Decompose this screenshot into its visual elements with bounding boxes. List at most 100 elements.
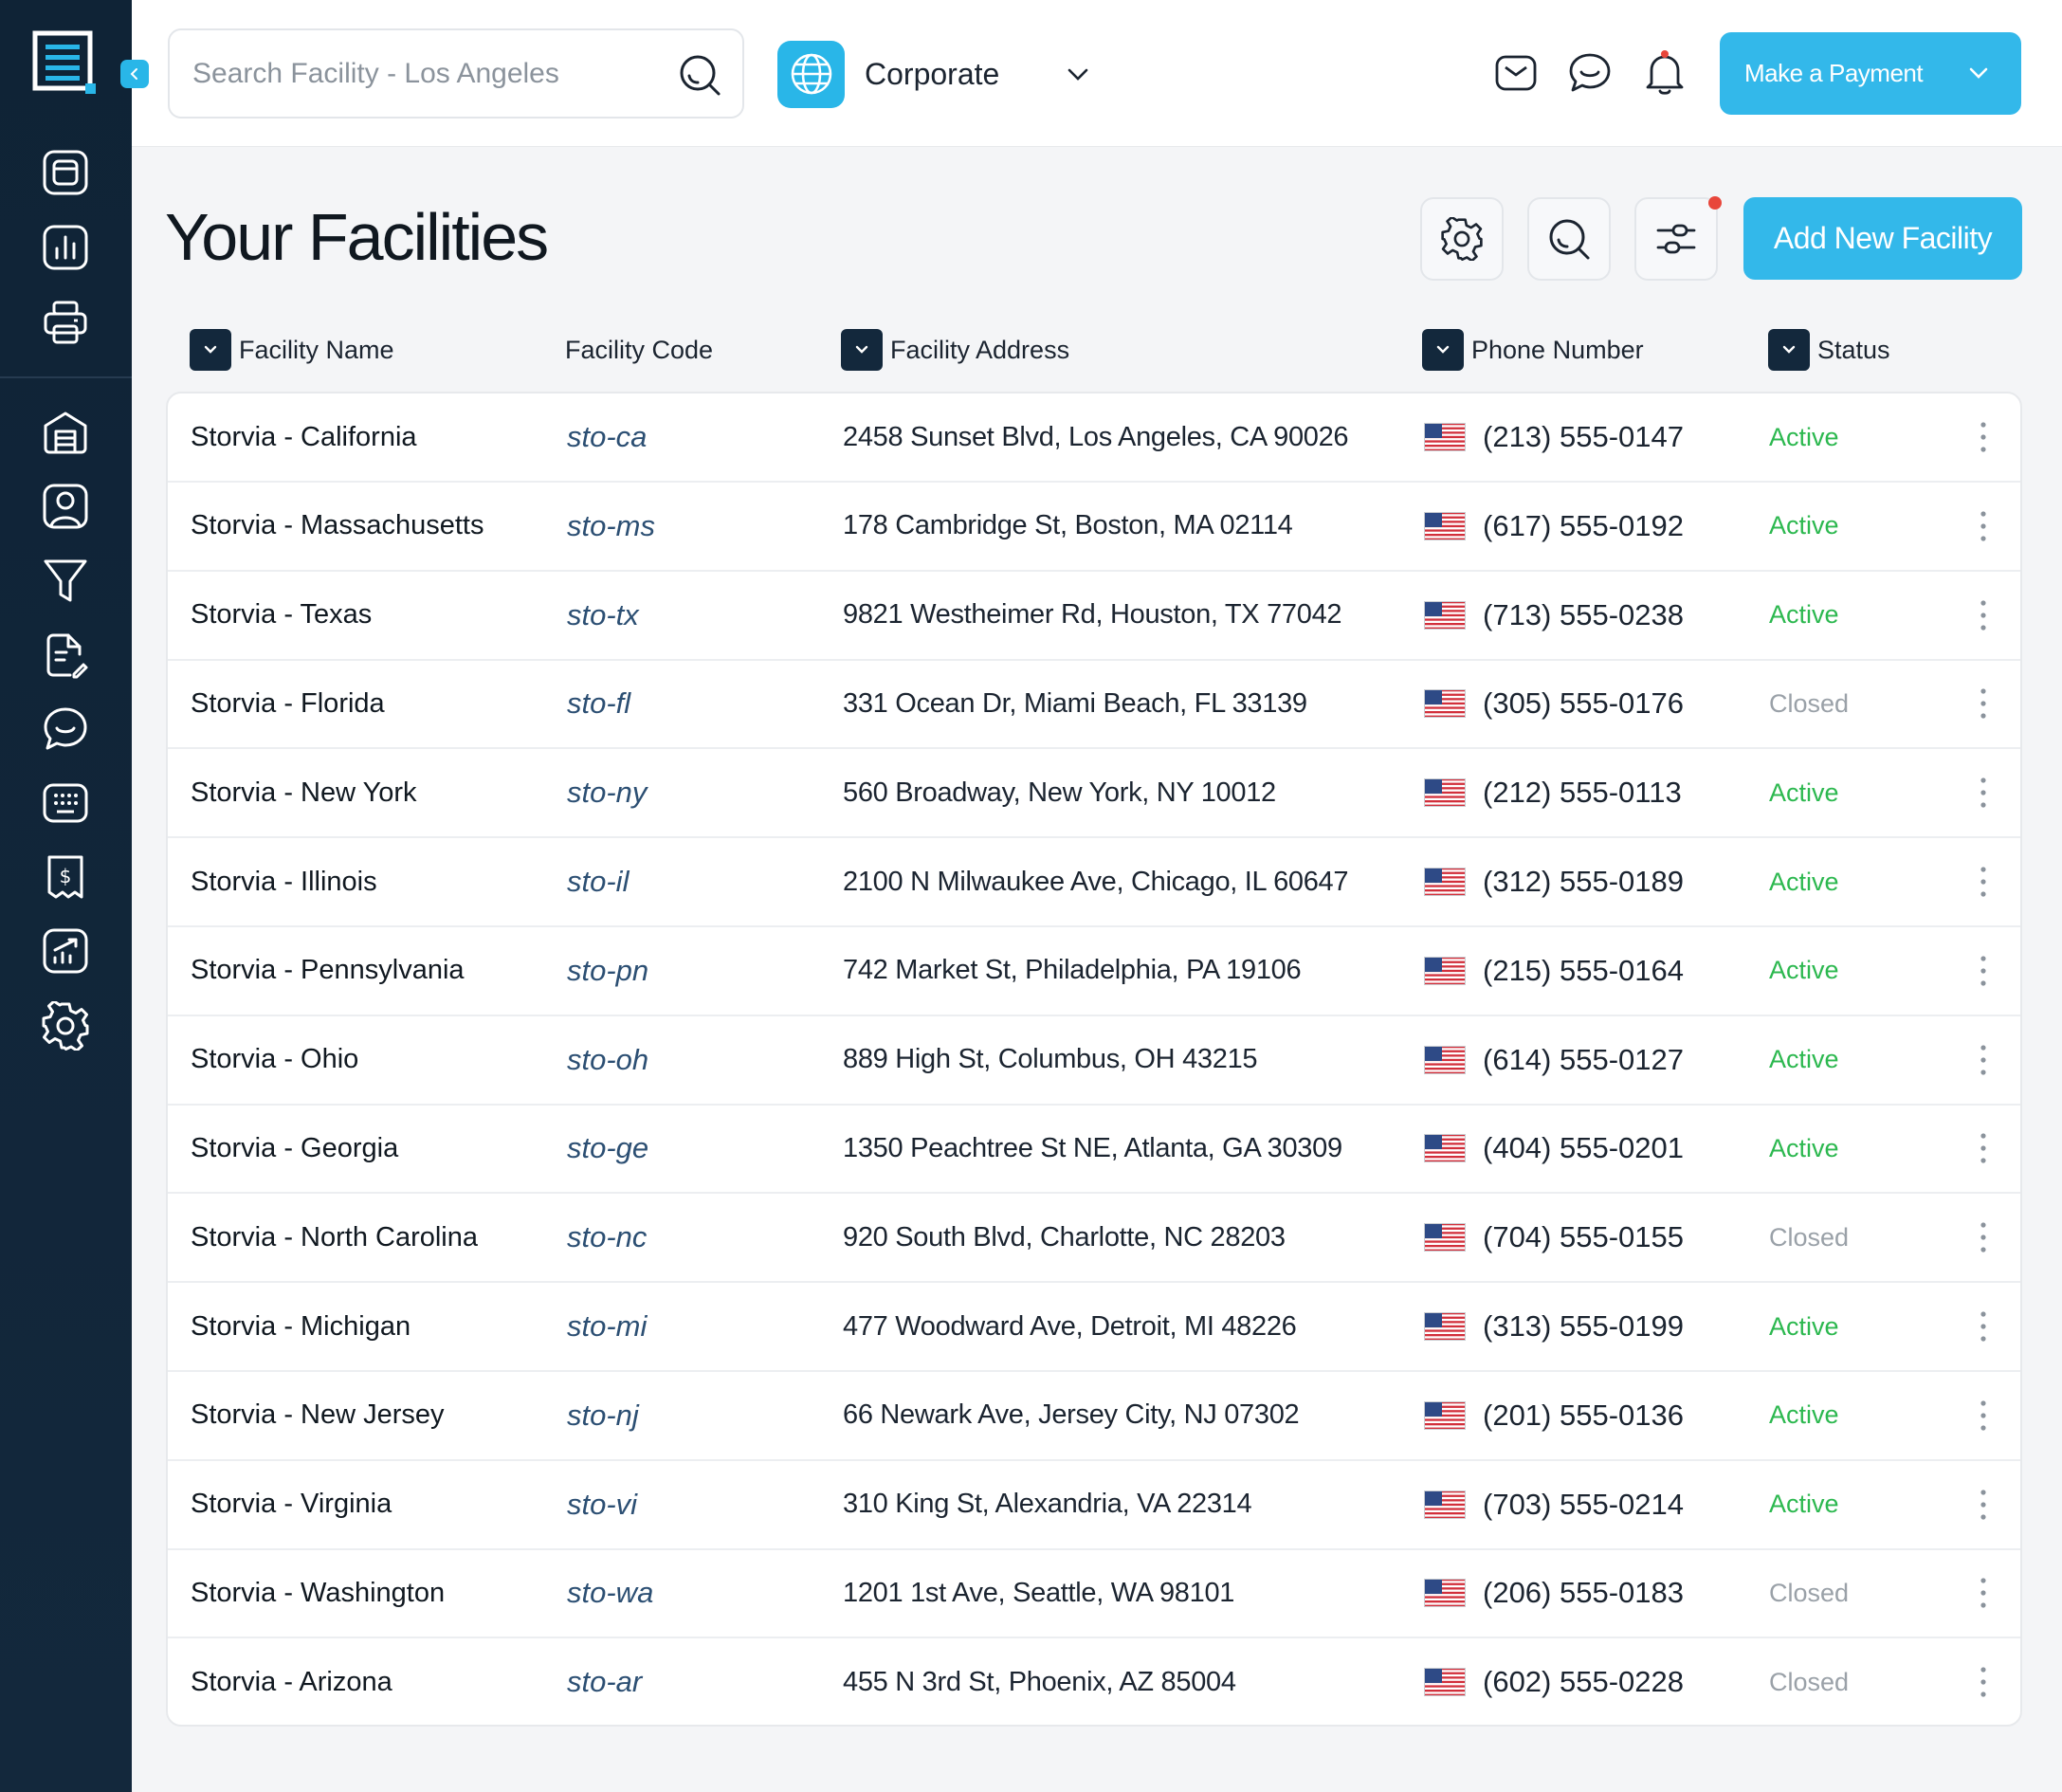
table-row[interactable]: Storvia - California sto-ca 2458 Sunset … (168, 393, 2020, 483)
table-row[interactable]: Storvia - North Carolina sto-nc 920 Sout… (168, 1194, 2020, 1284)
globe-icon (777, 40, 845, 108)
more-options-icon[interactable] (1969, 1549, 1998, 1637)
column-header-phone-number[interactable]: Phone Number (1422, 329, 1644, 371)
sliders-icon (1656, 224, 1696, 254)
chat-icon[interactable] (38, 702, 93, 757)
keypad-icon[interactable] (38, 776, 93, 831)
sort-chevron-icon[interactable] (1768, 329, 1810, 371)
column-header-status[interactable]: Status (1768, 329, 1890, 371)
column-header-label: Facility Name (239, 335, 394, 364)
table-settings-button[interactable] (1420, 197, 1504, 281)
table-row[interactable]: Storvia - Illinois sto-il 2100 N Milwauk… (168, 838, 2020, 927)
facility-name[interactable]: Storvia - North Carolina (191, 1221, 478, 1253)
table-row[interactable]: Storvia - Washington sto-wa 1201 1st Ave… (168, 1549, 2020, 1639)
mail-icon[interactable] (1492, 49, 1540, 97)
us-flag-icon (1424, 1105, 1468, 1192)
status-label: Active (1769, 1133, 1839, 1162)
status-label: Active (1769, 956, 1839, 985)
analytics-icon[interactable] (38, 923, 93, 978)
more-options-icon[interactable] (1969, 927, 1998, 1015)
table-row[interactable]: Storvia - Florida sto-fl 331 Ocean Dr, M… (168, 660, 2020, 750)
more-options-icon[interactable] (1969, 572, 1998, 659)
search-icon[interactable] (678, 53, 721, 97)
add-new-facility-button[interactable]: Add New Facility (1743, 197, 2022, 280)
messages-icon[interactable] (1566, 49, 1614, 97)
facility-name[interactable]: Storvia - Illinois (191, 866, 377, 897)
table-row[interactable]: Storvia - Michigan sto-mi 477 Woodward A… (168, 1283, 2020, 1372)
settings-icon[interactable] (38, 998, 93, 1053)
more-options-icon[interactable] (1969, 749, 1998, 836)
more-options-icon[interactable] (1969, 1016, 1998, 1104)
facility-name[interactable]: Storvia - California (191, 421, 417, 452)
app-logo-icon[interactable] (32, 30, 99, 97)
sort-chevron-icon[interactable] (1422, 329, 1464, 371)
more-options-icon[interactable] (1969, 1461, 1998, 1548)
svg-text:$: $ (60, 865, 72, 887)
more-options-icon[interactable] (1969, 838, 1998, 925)
dashboard-icon[interactable] (38, 145, 93, 200)
printer-icon[interactable] (38, 295, 93, 350)
table-row[interactable]: Storvia - Massachusetts sto-ms 178 Cambr… (168, 483, 2020, 572)
facility-name[interactable]: Storvia - Ohio (191, 1044, 359, 1075)
facilities-table: Storvia - California sto-ca 2458 Sunset … (166, 392, 2022, 1727)
more-options-icon[interactable] (1969, 393, 1998, 481)
us-flag-icon (1424, 483, 1468, 570)
table-row[interactable]: Storvia - Virginia sto-vi 310 King St, A… (168, 1461, 2020, 1550)
billing-icon[interactable]: $ (38, 850, 93, 905)
table-filter-button[interactable] (1634, 197, 1718, 281)
more-options-icon[interactable] (1969, 1105, 1998, 1192)
more-options-icon[interactable] (1969, 483, 1998, 570)
facility-name[interactable]: Storvia - New Jersey (191, 1399, 445, 1431)
bar-chart-icon[interactable] (38, 220, 93, 275)
table-row[interactable]: Storvia - Pennsylvania sto-pn 742 Market… (168, 927, 2020, 1016)
filter-icon[interactable] (38, 553, 93, 608)
facility-name[interactable]: Storvia - Massachusetts (191, 510, 484, 541)
facility-name[interactable]: Storvia - Michigan (191, 1310, 411, 1342)
facility-address: 920 South Blvd, Charlotte, NC 28203 (843, 1221, 1286, 1253)
more-options-icon[interactable] (1969, 660, 1998, 747)
chevron-down-icon[interactable] (1964, 59, 1993, 87)
facility-name[interactable]: Storvia - Georgia (191, 1132, 399, 1163)
facility-name[interactable]: Storvia - New York (191, 777, 417, 808)
make-payment-button[interactable]: Make a Payment (1720, 32, 2021, 115)
more-options-icon[interactable] (1969, 1638, 1998, 1725)
organization-selector[interactable]: Corporate (777, 40, 1093, 108)
facility-address: 1201 1st Ave, Seattle, WA 98101 (843, 1577, 1235, 1608)
sort-chevron-icon[interactable] (190, 329, 231, 371)
table-row[interactable]: Storvia - Texas sto-tx 9821 Westheimer R… (168, 572, 2020, 661)
more-options-icon[interactable] (1969, 1372, 1998, 1459)
more-options-icon[interactable] (1969, 1283, 1998, 1370)
status-label: Active (1769, 600, 1839, 630)
sort-chevron-icon[interactable] (841, 329, 883, 371)
table-row[interactable]: Storvia - Arizona sto-ar 455 N 3rd St, P… (168, 1638, 2020, 1725)
facility-name[interactable]: Storvia - Arizona (191, 1666, 392, 1697)
phone-number: (213) 555-0147 (1483, 420, 1684, 453)
facility-name[interactable]: Storvia - Virginia (191, 1489, 392, 1520)
us-flag-icon (1424, 927, 1468, 1015)
facility-address: 331 Ocean Dr, Miami Beach, FL 33139 (843, 687, 1307, 719)
table-search-button[interactable] (1527, 197, 1611, 281)
facility-name[interactable]: Storvia - Pennsylvania (191, 955, 465, 986)
column-header-facility-address[interactable]: Facility Address (841, 329, 1069, 371)
user-profile-icon[interactable] (38, 479, 93, 534)
facility-name[interactable]: Storvia - Washington (191, 1577, 446, 1608)
phone-number: (404) 555-0201 (1483, 1131, 1684, 1165)
table-row[interactable]: Storvia - New Jersey sto-nj 66 Newark Av… (168, 1372, 2020, 1461)
table-row[interactable]: Storvia - New York sto-ny 560 Broadway, … (168, 749, 2020, 839)
column-header-label: Status (1817, 335, 1890, 364)
table-row[interactable]: Storvia - Georgia sto-ge 1350 Peachtree … (168, 1105, 2020, 1195)
search-input[interactable] (192, 51, 666, 97)
sidebar-collapse-button[interactable] (120, 60, 149, 88)
facility-name[interactable]: Storvia - Texas (191, 599, 373, 631)
notification-bell-icon[interactable] (1641, 49, 1688, 97)
more-options-icon[interactable] (1969, 1194, 1998, 1281)
column-header-facility-name[interactable]: Facility Name (190, 329, 394, 371)
building-icon[interactable] (38, 405, 93, 460)
table-row[interactable]: Storvia - Ohio sto-oh 889 High St, Colum… (168, 1016, 2020, 1106)
document-edit-icon[interactable] (38, 628, 93, 683)
phone-number: (602) 555-0228 (1483, 1665, 1684, 1699)
facility-name[interactable]: Storvia - Florida (191, 687, 385, 719)
facility-address: 455 N 3rd St, Phoenix, AZ 85004 (843, 1666, 1236, 1697)
phone-number: (305) 555-0176 (1483, 686, 1684, 721)
facility-code: sto-ge (567, 1131, 649, 1165)
